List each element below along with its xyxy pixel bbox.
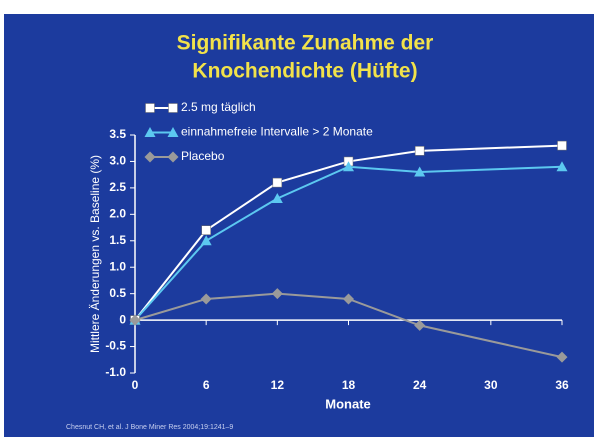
legend-label: Placebo	[181, 149, 225, 163]
y-tick-label: -1.0	[105, 365, 126, 379]
legend-marker	[144, 127, 156, 137]
marker	[129, 314, 141, 326]
legend-marker	[167, 127, 179, 137]
marker	[556, 161, 568, 172]
marker	[557, 140, 567, 151]
series-line	[134, 144, 563, 321]
marker	[556, 351, 568, 363]
x-axis-label: Monate	[325, 396, 371, 411]
legend-marker	[168, 103, 178, 113]
marker	[271, 288, 283, 300]
marker	[414, 166, 426, 177]
x-tick-label: 6	[203, 378, 210, 392]
series-line	[134, 292, 563, 359]
y-tick-label: -0.5	[105, 339, 126, 353]
x-tick-label: 36	[555, 378, 569, 392]
marker	[343, 161, 354, 172]
x-tick-label: 18	[342, 378, 356, 392]
legend-label: 2.5 mg täglich	[181, 100, 256, 114]
x-tick-label: 12	[271, 378, 285, 392]
x-tick-label: 0	[132, 378, 139, 392]
y-tick-label: 0.5	[109, 286, 126, 300]
legend-marker	[167, 151, 179, 163]
slide-background	[4, 14, 594, 437]
marker	[414, 146, 425, 156]
footnote: Chesnut CH, et al. J Bone Miner Res 2004…	[66, 424, 233, 431]
legend-marker	[145, 103, 155, 113]
chart-title: Knochendichte (Hüfte)	[192, 60, 417, 83]
marker	[271, 192, 283, 203]
y-tick-label: 2.5	[109, 180, 126, 194]
y-tick-label: 3.0	[109, 154, 126, 168]
x-tick-label: 30	[484, 378, 498, 392]
legend-marker	[144, 151, 156, 163]
y-tick-label: 0	[119, 312, 126, 326]
marker	[272, 177, 283, 188]
x-tick-label: 24	[413, 378, 427, 392]
y-tick-label: 1.5	[109, 233, 126, 247]
marker	[201, 225, 211, 235]
y-tick-label: 2.0	[109, 207, 126, 221]
series-line	[134, 165, 563, 321]
legend-label: einnahmefreie Intervalle > 2 Monate	[181, 125, 373, 139]
marker	[200, 293, 212, 305]
y-axis-label: Mittlere Änderungen vs. Baseline (%)	[88, 155, 102, 353]
y-tick-label: 3.5	[109, 127, 126, 141]
marker	[414, 319, 426, 331]
marker	[200, 235, 212, 246]
marker	[343, 293, 354, 305]
chart-title: Signifikante Zunahme der	[177, 32, 434, 55]
y-tick-label: 1.0	[109, 259, 126, 273]
